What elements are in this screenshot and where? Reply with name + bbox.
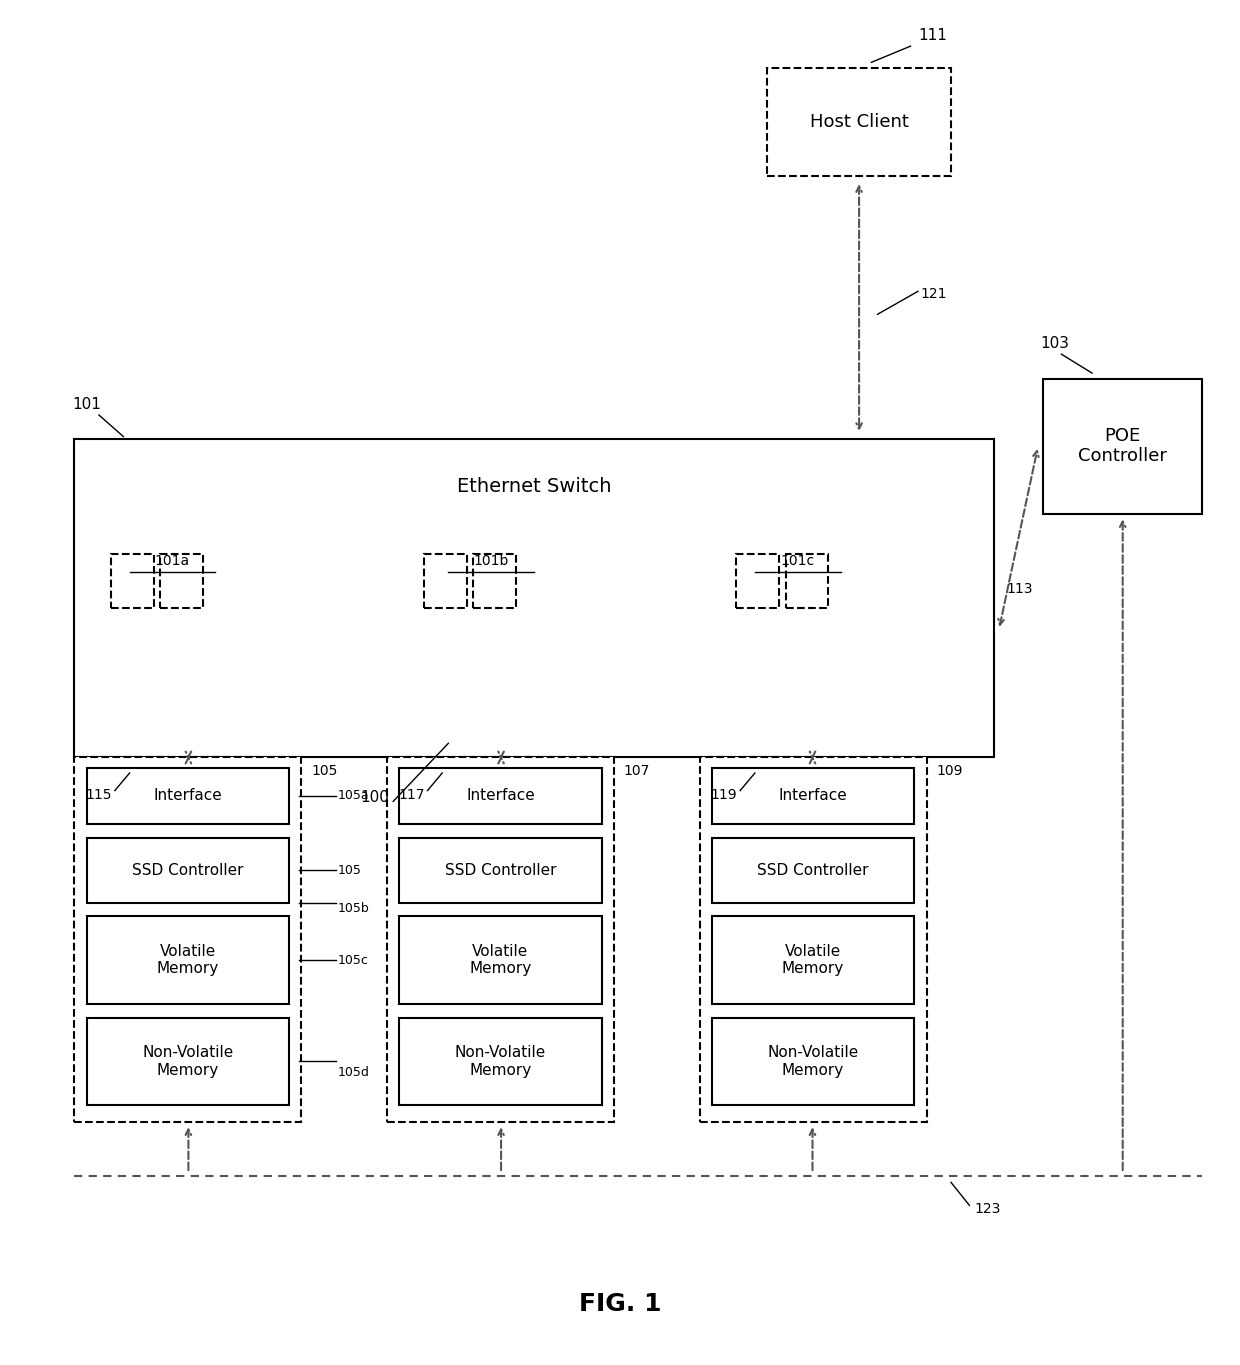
Text: Non-Volatile
Memory: Non-Volatile Memory: [143, 1046, 233, 1078]
FancyBboxPatch shape: [87, 838, 289, 902]
Text: Non-Volatile
Memory: Non-Volatile Memory: [455, 1046, 546, 1078]
Text: 105d: 105d: [339, 1066, 370, 1078]
FancyBboxPatch shape: [399, 767, 601, 824]
FancyBboxPatch shape: [74, 440, 994, 756]
Text: 105a: 105a: [339, 789, 370, 803]
FancyBboxPatch shape: [712, 838, 914, 902]
Text: 107: 107: [624, 763, 650, 778]
Text: 105c: 105c: [339, 954, 368, 966]
FancyBboxPatch shape: [399, 1017, 601, 1106]
Text: Interface: Interface: [466, 789, 534, 804]
FancyBboxPatch shape: [785, 554, 828, 609]
Text: Host Client: Host Client: [810, 113, 909, 131]
Text: 121: 121: [920, 287, 947, 302]
Text: Volatile
Memory: Volatile Memory: [156, 945, 219, 976]
Text: 101c: 101c: [781, 554, 815, 568]
FancyBboxPatch shape: [387, 756, 614, 1122]
FancyBboxPatch shape: [712, 767, 914, 824]
Text: 101: 101: [72, 397, 102, 412]
Text: SSD Controller: SSD Controller: [131, 863, 243, 878]
FancyBboxPatch shape: [768, 68, 951, 176]
Text: SSD Controller: SSD Controller: [445, 863, 557, 878]
FancyBboxPatch shape: [712, 1017, 914, 1106]
Text: 115: 115: [86, 788, 112, 801]
Text: 103: 103: [1040, 337, 1070, 351]
Text: 109: 109: [936, 763, 962, 778]
Text: 105b: 105b: [339, 902, 370, 915]
Text: 111: 111: [919, 29, 947, 44]
Text: FIG. 1: FIG. 1: [579, 1293, 661, 1316]
Text: 117: 117: [398, 788, 425, 801]
Text: 101b: 101b: [474, 554, 508, 568]
Text: 105: 105: [339, 864, 362, 876]
Text: 101a: 101a: [155, 554, 190, 568]
Text: Volatile
Memory: Volatile Memory: [469, 945, 532, 976]
FancyBboxPatch shape: [87, 1017, 289, 1106]
FancyBboxPatch shape: [399, 916, 601, 1005]
Text: 123: 123: [975, 1203, 1001, 1216]
Text: SSD Controller: SSD Controller: [758, 863, 869, 878]
FancyBboxPatch shape: [399, 838, 601, 902]
Text: POE
Controller: POE Controller: [1079, 427, 1167, 465]
Text: 100: 100: [361, 790, 389, 805]
FancyBboxPatch shape: [424, 554, 466, 609]
Text: Interface: Interface: [779, 789, 847, 804]
FancyBboxPatch shape: [160, 554, 203, 609]
Text: Non-Volatile
Memory: Non-Volatile Memory: [768, 1046, 859, 1078]
Text: 113: 113: [1006, 583, 1033, 597]
Text: 105: 105: [311, 763, 337, 778]
FancyBboxPatch shape: [112, 554, 154, 609]
FancyBboxPatch shape: [472, 554, 516, 609]
Text: 119: 119: [711, 788, 738, 801]
FancyBboxPatch shape: [712, 916, 914, 1005]
FancyBboxPatch shape: [87, 767, 289, 824]
Text: Interface: Interface: [154, 789, 222, 804]
FancyBboxPatch shape: [737, 554, 780, 609]
Text: Volatile
Memory: Volatile Memory: [782, 945, 844, 976]
FancyBboxPatch shape: [87, 916, 289, 1005]
FancyBboxPatch shape: [1043, 378, 1203, 513]
Text: Ethernet Switch: Ethernet Switch: [456, 478, 611, 497]
FancyBboxPatch shape: [699, 756, 926, 1122]
FancyBboxPatch shape: [74, 756, 301, 1122]
